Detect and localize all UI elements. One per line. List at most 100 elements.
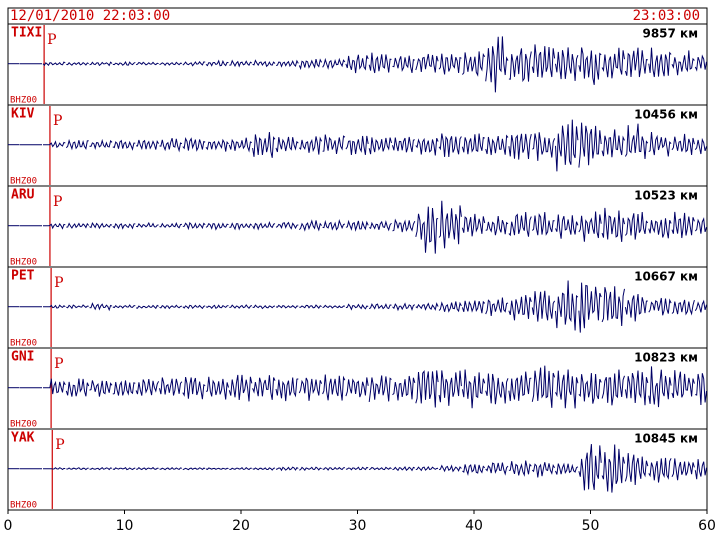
waveform — [578, 47, 602, 85]
waveform — [392, 466, 416, 472]
x-tick-label: 50 — [582, 518, 600, 534]
waveform — [229, 467, 252, 471]
waveform — [671, 299, 695, 316]
waveform — [43, 378, 66, 395]
waveform — [89, 302, 113, 312]
waveform — [112, 380, 136, 396]
waveform — [368, 375, 392, 402]
waveform — [298, 58, 323, 71]
waveform — [555, 280, 579, 331]
waveform — [275, 221, 299, 230]
waveform — [601, 129, 625, 158]
distance: 10823 км — [634, 351, 698, 365]
channel: BHZ00 — [10, 501, 37, 511]
waveform — [322, 134, 346, 154]
waveform — [415, 206, 439, 254]
waveform — [298, 219, 322, 232]
waveform — [205, 376, 229, 400]
waveform — [112, 60, 136, 66]
waveform — [368, 466, 392, 471]
waveform — [89, 221, 113, 230]
channel: BHZ00 — [10, 258, 37, 268]
waveform — [112, 139, 136, 151]
waveform — [485, 134, 509, 156]
waveform — [43, 140, 66, 149]
waveform — [438, 53, 462, 75]
waveform — [159, 138, 183, 153]
x-tick-label: 10 — [116, 518, 134, 534]
waveform — [299, 466, 322, 472]
waveform — [298, 136, 323, 155]
waveform — [508, 212, 532, 237]
waveform — [555, 369, 579, 409]
waveform — [392, 55, 415, 74]
waveform — [298, 377, 323, 401]
waveform — [438, 301, 462, 313]
waveform — [694, 217, 707, 234]
waveform — [252, 131, 276, 158]
waveform — [135, 304, 159, 310]
waveform — [228, 374, 253, 402]
waveform — [415, 465, 439, 472]
waveform — [485, 215, 509, 236]
waveform — [648, 366, 672, 408]
waveform — [89, 380, 113, 397]
waveform — [531, 212, 555, 236]
waveform — [205, 304, 229, 310]
waveform — [695, 373, 707, 406]
waveform — [671, 211, 695, 239]
waveform — [531, 365, 556, 408]
distance: 9857 км — [642, 27, 698, 41]
waveform — [648, 457, 672, 483]
waveform — [136, 466, 159, 471]
channel: BHZ00 — [10, 177, 37, 187]
waveform — [694, 459, 707, 480]
waveform — [65, 138, 89, 151]
waveform — [415, 302, 439, 311]
waveform — [345, 377, 369, 398]
waveform — [648, 47, 672, 78]
waveform — [624, 293, 648, 322]
waveform — [485, 36, 509, 93]
waveform — [66, 61, 89, 66]
waveform — [601, 207, 625, 242]
waveform — [159, 61, 182, 67]
waveform — [229, 59, 253, 68]
phase-label: P — [53, 113, 62, 129]
waveform — [461, 133, 485, 155]
waveform — [578, 122, 602, 168]
waveform — [601, 286, 625, 327]
waveform — [694, 299, 707, 313]
waveform — [345, 135, 369, 156]
waveform — [532, 132, 556, 161]
waveform — [508, 133, 532, 160]
waveform — [252, 59, 276, 68]
waveform — [368, 137, 392, 155]
waveform — [66, 222, 90, 229]
waveform — [578, 373, 602, 404]
waveform — [578, 282, 602, 333]
x-tick-label: 0 — [4, 518, 13, 534]
waveform — [205, 138, 229, 152]
waveform — [135, 221, 159, 228]
waveform — [601, 444, 625, 493]
waveform — [42, 61, 66, 67]
waveform — [252, 375, 276, 400]
waveform — [392, 218, 416, 233]
waveform — [299, 304, 322, 309]
distance: 10845 км — [634, 432, 698, 446]
waveform — [345, 466, 369, 471]
waveform — [694, 137, 707, 155]
waveform — [461, 300, 486, 314]
waveform — [182, 221, 206, 231]
station-name: YAK — [11, 431, 35, 446]
waveform — [578, 211, 602, 242]
waveform — [392, 302, 416, 312]
waveform — [555, 462, 579, 475]
phase-label: P — [55, 437, 64, 453]
waveform — [671, 133, 695, 156]
waveform — [182, 304, 206, 310]
start-time: 12/01/2010 22:03:00 — [10, 8, 170, 24]
waveform — [438, 370, 462, 406]
